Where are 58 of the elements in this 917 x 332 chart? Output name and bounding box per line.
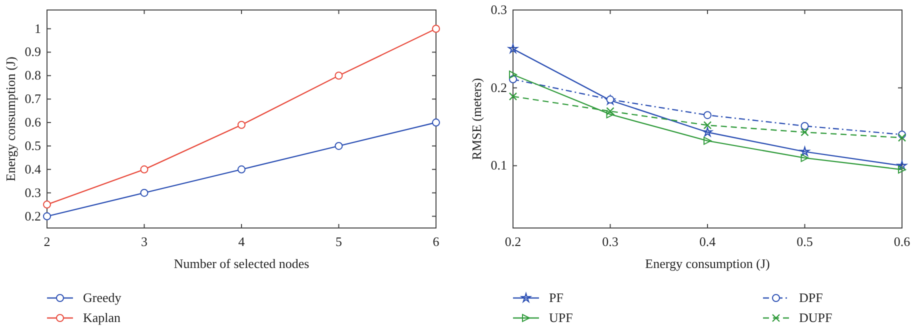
x-tick-label: 0.6 [894, 234, 911, 249]
point [704, 136, 712, 145]
point [334, 142, 343, 150]
point [800, 122, 809, 130]
y-tick-label: 1 [34, 20, 41, 36]
point [606, 110, 614, 118]
point [800, 128, 809, 136]
legend-label: Greedy [83, 290, 122, 305]
x-axis-title: Number of selected nodes [174, 256, 310, 271]
point [140, 165, 148, 174]
point [238, 120, 246, 129]
x-tick-label: 0.5 [796, 234, 813, 249]
y-tick-label: 0.5 [24, 138, 41, 153]
point [800, 154, 809, 162]
point [238, 165, 246, 174]
legend-label: DPF [799, 290, 823, 305]
point [509, 70, 517, 79]
point [508, 92, 518, 101]
legend-label: DUPF [799, 310, 832, 325]
y-tick-label: 0.3 [490, 2, 507, 17]
x-tick-label: 0.2 [504, 234, 522, 249]
point [897, 160, 907, 170]
x-tick-label: 4 [238, 234, 246, 249]
y-tick-label: 0.7 [24, 91, 42, 106]
x-tick-label: 0.3 [602, 234, 618, 249]
point [704, 111, 712, 120]
legend-label: UPF [549, 310, 573, 325]
point [334, 72, 343, 80]
x-tick-label: 3 [141, 234, 148, 249]
x-tick-label: 2 [44, 234, 50, 249]
point [898, 166, 906, 174]
x-axis-title: Energy consumption (J) [645, 256, 770, 271]
point [140, 188, 148, 197]
point [43, 200, 51, 209]
y-tick-label: 0.8 [24, 68, 41, 83]
y-axis-title: Energy consumption (J) [3, 56, 18, 182]
x-tick-label: 5 [336, 234, 342, 249]
y-axis-title: RMSE (meters) [469, 78, 484, 160]
legend-label: PF [549, 290, 564, 305]
x-tick-label: 6 [432, 234, 440, 249]
y-tick-label: 0.1 [490, 158, 507, 173]
point [432, 24, 440, 33]
y-tick-label: 0.2 [24, 208, 41, 224]
point [800, 146, 810, 156]
point [606, 107, 614, 116]
point [43, 212, 51, 220]
y-tick-label: 0.6 [24, 114, 42, 130]
point [703, 121, 712, 130]
point [702, 127, 712, 136]
x-tick-label: 0.4 [699, 234, 716, 249]
legend-label: Kaplan [83, 310, 122, 325]
point [432, 118, 440, 127]
y-tick-label: 0.9 [24, 44, 41, 60]
y-tick-label: 0.4 [24, 161, 42, 176]
point [508, 44, 518, 54]
y-tick-label: 0.3 [24, 184, 41, 200]
y-tick-label: 0.2 [490, 80, 507, 95]
point [898, 134, 906, 142]
